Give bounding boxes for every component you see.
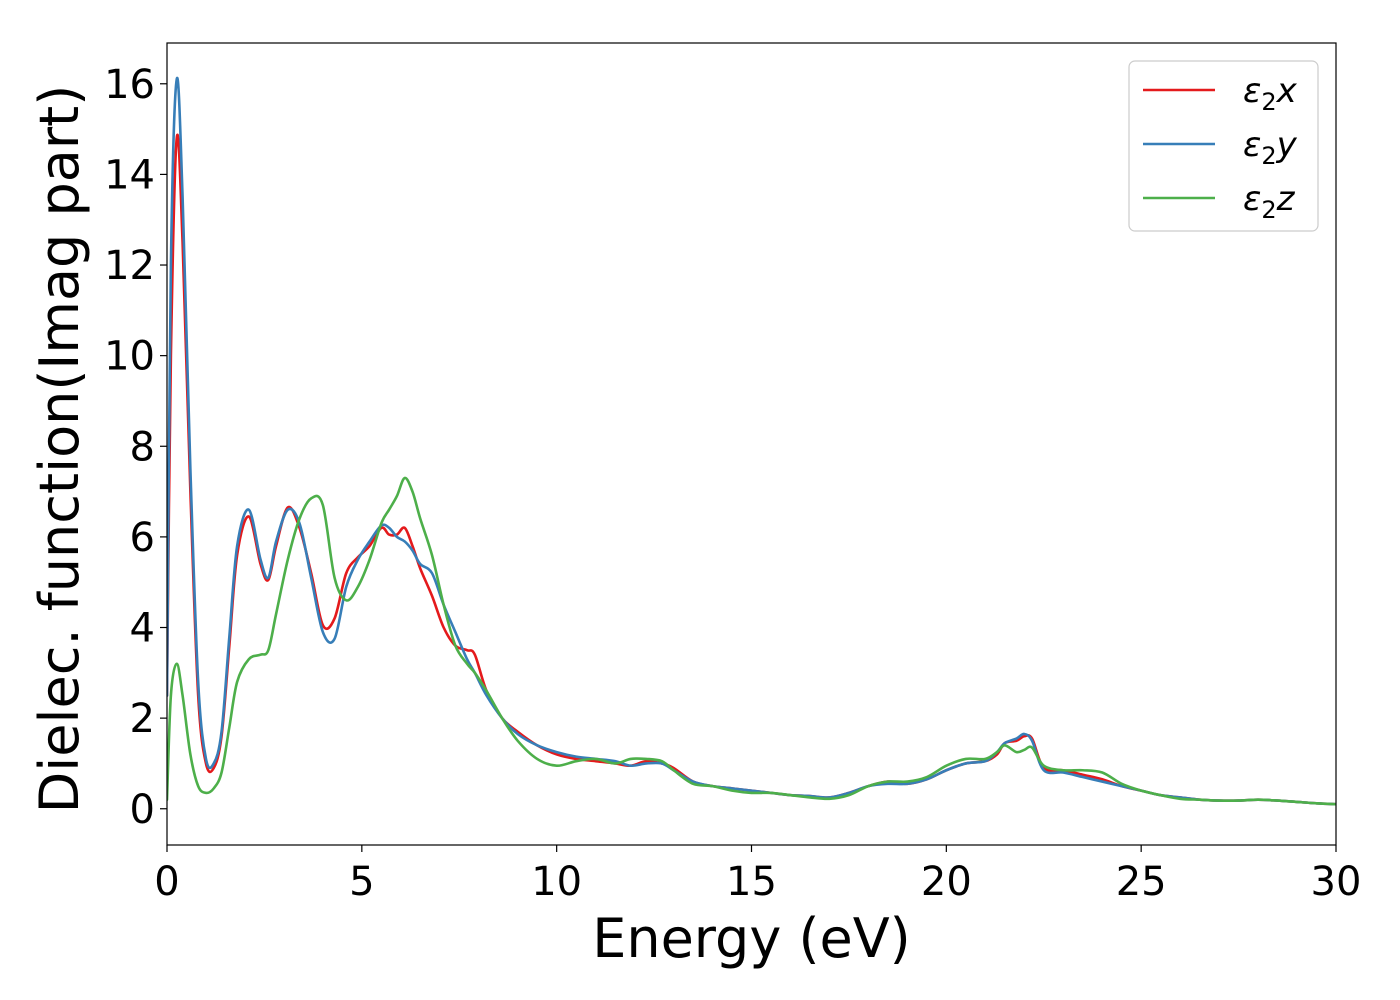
legend-label: ε2x <box>1243 71 1298 116</box>
x-axis-label: Energy (eV) <box>592 907 911 970</box>
x-tick-label: 0 <box>154 859 179 905</box>
y-tick-label: 4 <box>130 606 155 652</box>
y-tick-label: 12 <box>104 243 155 289</box>
x-axis-ticks: 0 5 10 15 20 25 30 <box>154 845 1361 905</box>
x-tick-label: 30 <box>1311 859 1362 905</box>
legend-item-z: ε2z <box>1143 179 1296 224</box>
legend-item-x: ε2x <box>1143 71 1298 116</box>
series-layer <box>167 76 1336 806</box>
y-tick-label: 6 <box>130 515 155 561</box>
series-line-y <box>167 76 1336 806</box>
legend-label: ε2y <box>1243 125 1298 170</box>
y-tick-label: 14 <box>104 152 155 198</box>
legend-item-y: ε2y <box>1143 125 1298 170</box>
x-tick-label: 20 <box>921 859 972 905</box>
x-tick-label: 10 <box>531 859 582 905</box>
y-tick-label: 16 <box>104 62 155 108</box>
y-axis-label: Dielec. function(Imag part) <box>28 85 91 814</box>
legend-label: ε2z <box>1243 179 1296 224</box>
x-tick-label: 25 <box>1116 859 1167 905</box>
x-tick-label: 5 <box>349 859 374 905</box>
legend: ε2x ε2y ε2z <box>1128 60 1319 232</box>
y-tick-label: 2 <box>130 696 155 742</box>
x-tick-label: 15 <box>726 859 777 905</box>
series-line-z <box>167 476 1336 806</box>
y-tick-label: 10 <box>104 334 155 380</box>
y-tick-label: 0 <box>130 787 155 833</box>
legend-box <box>1128 60 1319 232</box>
y-tick-label: 8 <box>130 424 155 470</box>
y-axis-ticks: 0 2 4 6 8 10 12 14 16 <box>104 62 167 833</box>
